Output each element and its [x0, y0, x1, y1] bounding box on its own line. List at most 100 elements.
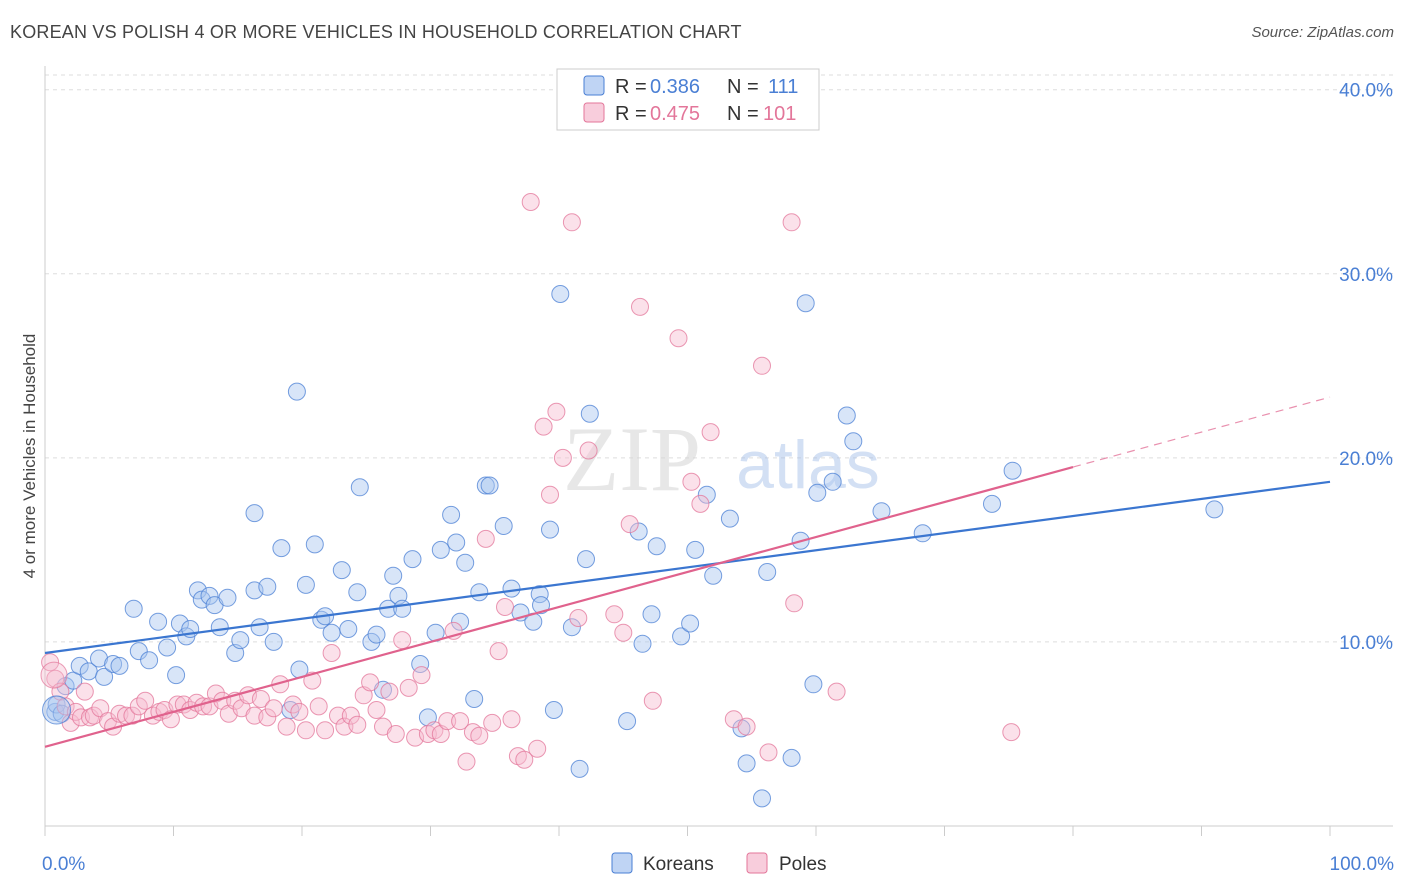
korean-point-85 [681, 614, 700, 633]
korean-point-41 [322, 623, 341, 642]
korean-point-7 [90, 649, 108, 668]
korean-point-12 [129, 642, 148, 661]
trend-lines [44, 396, 1331, 748]
koreans-r-value: 0.386 [650, 76, 700, 98]
x-tick-labels: 0.0% 100.0% [42, 854, 1394, 875]
y-tick-label-3: 40.0% [1339, 81, 1393, 102]
korean-point-25 [218, 588, 237, 607]
poles-trend-line [44, 466, 1074, 748]
polish-point-77 [521, 193, 540, 211]
grid-lines [45, 74, 1393, 643]
legend-koreans-swatch [611, 852, 633, 874]
korean-point-63 [470, 583, 489, 602]
polish-point-36 [258, 708, 277, 727]
korean-point-62 [465, 690, 484, 708]
korean-point-75 [562, 618, 581, 637]
polish-point-96 [737, 717, 756, 736]
korean-point-98 [808, 483, 827, 502]
polish-point-60 [412, 666, 431, 685]
polish-point-45 [316, 721, 335, 740]
korean-point-64 [476, 476, 495, 495]
korean-point-13 [140, 651, 159, 670]
koreans-trend-line [44, 480, 1331, 655]
korean-point-77 [577, 550, 595, 569]
polish-point-99 [782, 213, 801, 232]
polish-point-49 [341, 706, 360, 725]
polish-point-69 [470, 726, 489, 745]
korean-point-94 [782, 748, 801, 767]
korean-point-89 [720, 509, 739, 528]
korean-point-67 [502, 579, 521, 598]
koreans-n-label: N = [727, 76, 759, 98]
korean-point-93 [758, 563, 777, 581]
polish-point-7 [75, 682, 94, 701]
polish-point-58 [399, 678, 418, 697]
polish-point-9 [84, 706, 103, 725]
korean-point-76 [570, 759, 589, 778]
poles-trend-extension [1072, 396, 1331, 468]
korean-point-91 [737, 754, 756, 773]
korean-point-83 [647, 537, 666, 556]
korean-point-79 [618, 712, 637, 731]
korean-point-60 [451, 612, 470, 631]
korean-point-53 [403, 550, 422, 569]
polish-point-94 [701, 423, 720, 442]
korean-point-33 [272, 539, 291, 558]
polish-point-55 [380, 682, 399, 701]
polish-point-46 [322, 644, 341, 662]
series-legend: Koreans Poles [611, 852, 827, 875]
polish-point-73 [496, 598, 514, 616]
y-tick-label-2: 30.0% [1339, 265, 1393, 286]
polish-point-81 [547, 402, 566, 421]
korean-point-104 [983, 494, 1001, 513]
korean-point-66 [494, 517, 513, 535]
korean-point-47 [367, 625, 386, 644]
polish-point-3 [56, 697, 75, 716]
polish-point-44 [309, 697, 328, 716]
polish-point-97 [753, 356, 771, 375]
korean-point-88 [704, 566, 723, 585]
polish-point-56 [386, 725, 405, 743]
korean-point-24 [210, 618, 229, 637]
polish-point-92 [682, 472, 701, 491]
korean-point-72 [541, 520, 559, 539]
korean-point-22 [200, 586, 219, 605]
polish-point-57 [393, 631, 412, 650]
x-tick-label-1: 100.0% [1330, 854, 1395, 875]
korean-point-57 [431, 540, 450, 559]
korean-point-0 [46, 702, 65, 721]
korean-point-44 [348, 583, 367, 602]
korean-point-74 [551, 285, 570, 303]
korean-point-78 [580, 404, 599, 423]
axes [44, 66, 1393, 836]
korean-point-43 [339, 620, 358, 638]
polish-point-85 [579, 441, 598, 460]
polish-point-101 [827, 682, 846, 701]
chart-title: KOREAN VS POLISH 4 OR MORE VEHICLES IN H… [10, 22, 742, 42]
korean-point-30 [250, 618, 269, 637]
data-points [40, 193, 1224, 808]
korean-point-35 [287, 382, 306, 401]
korean-point-101 [844, 432, 863, 451]
x-tick-label-0: 0.0% [42, 854, 85, 875]
korean-point-16 [167, 666, 186, 685]
korean-point-86 [686, 540, 705, 559]
poles-r-value: 0.475 [650, 103, 700, 125]
korean-point-31 [258, 577, 277, 596]
korean-point-14 [149, 612, 168, 631]
polish-point-47 [329, 706, 347, 725]
polish-point-86 [605, 605, 624, 624]
korean-point-80 [629, 522, 648, 541]
polish-point-90 [643, 691, 662, 710]
korean-point-73 [544, 701, 563, 719]
watermark-atlas: atlas [736, 427, 880, 503]
polish-point-70 [476, 529, 495, 548]
y-axis-label: 4 or more Vehicles in Household [20, 334, 39, 579]
korean-point-92 [753, 789, 771, 808]
korean-point-28 [245, 504, 264, 523]
polish-point-42 [296, 721, 315, 740]
koreans-r-label: R = [615, 76, 647, 98]
polish-point-28 [206, 684, 225, 703]
korean-point-87 [697, 485, 716, 504]
poles-swatch [583, 102, 605, 123]
